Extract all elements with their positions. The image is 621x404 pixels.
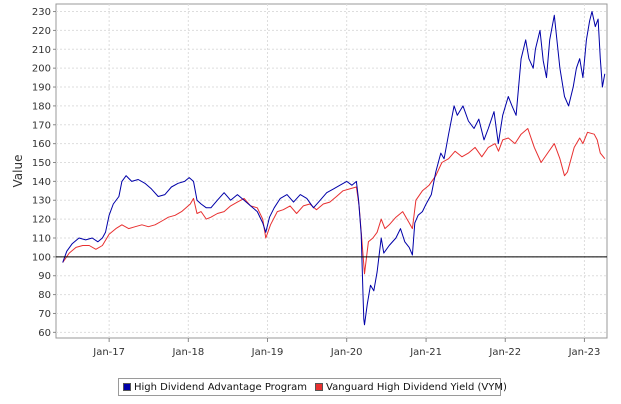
x-tick-label: Jan-20 — [330, 347, 363, 358]
legend: High Dividend Advantage Program Vanguard… — [118, 378, 507, 396]
legend-swatch-blue — [123, 383, 131, 391]
y-tick-label: 230 — [32, 7, 51, 18]
x-tick-label: Jan-22 — [488, 347, 521, 358]
x-tick-label: Jan-21 — [409, 347, 442, 358]
x-tick-label: Jan-19 — [251, 347, 284, 358]
y-tick-label: 210 — [32, 45, 51, 56]
y-tick-label: 190 — [32, 83, 51, 94]
axes: 60 70 80 90 100 110 120 130 140 150 160 170 180 190 20… — [32, 7, 600, 358]
y-tick-label: 160 — [32, 139, 51, 150]
y-tick-label: 70 — [38, 309, 51, 320]
legend-swatch-red — [315, 383, 324, 391]
plot-area — [55, 3, 608, 339]
legend-item-vym[interactable]: Vanguard High Dividend Yield (VYM) — [315, 382, 507, 393]
series-layer — [56, 11, 607, 326]
legend-label: High Dividend Advantage Program — [134, 381, 308, 393]
y-tick-label: 180 — [32, 101, 51, 112]
y-tick-label: 80 — [38, 290, 51, 301]
legend-item-high-dividend[interactable]: High Dividend Advantage Program — [123, 382, 307, 393]
y-axis-label: Value — [11, 155, 25, 188]
x-tick-label: Jan-17 — [92, 347, 125, 358]
y-tick-label: 140 — [32, 177, 51, 188]
y-tick-label: 90 — [38, 271, 51, 282]
x-tick-label: Jan-18 — [171, 347, 204, 358]
y-tick-label: 110 — [32, 233, 51, 244]
legend-label: Vanguard High Dividend Yield (VYM) — [326, 381, 507, 393]
y-tick-label: 200 — [32, 64, 51, 75]
x-tick-label: Jan-23 — [568, 347, 601, 358]
y-tick-label: 130 — [32, 196, 51, 207]
y-tick-label: 120 — [32, 215, 51, 226]
series-line-vanguard-high-dividend-yield-vym — [62, 128, 606, 275]
series-line-high-dividend-advantage-program — [62, 11, 606, 326]
y-tick-label: 220 — [32, 26, 51, 37]
y-tick-label: 60 — [38, 328, 51, 339]
y-tick-label: 170 — [32, 120, 51, 131]
y-tick-label: 100 — [32, 252, 51, 263]
y-tick-label: 150 — [32, 158, 51, 169]
